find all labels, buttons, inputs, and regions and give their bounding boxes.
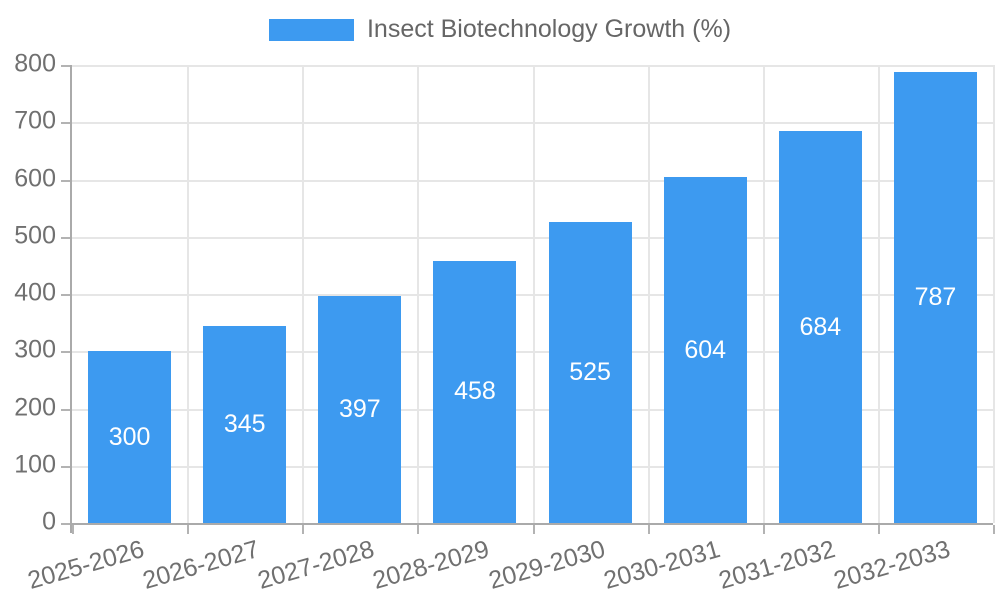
bar-value-label: 604 [684,335,727,364]
bar-value-label: 397 [338,394,381,423]
x-tick-label: 2029-2030 [485,535,608,595]
x-axis-tick [302,525,305,534]
y-axis-tick [61,465,70,468]
bar-2026-2027[interactable]: 345 [203,325,287,523]
y-axis-tick [61,351,70,354]
bar-value-label: 787 [914,283,957,312]
gridline-vertical [647,65,650,523]
legend[interactable]: Insect Biotechnology Growth (%) [0,15,1000,44]
x-axis-tick [762,525,765,534]
bar-value-label: 345 [223,409,266,438]
plot-area: 0 100 200 300 400 500 600 700 800 300 2025-2026 345… [14,49,995,595]
y-axis-line [70,65,72,533]
x-axis-tick [532,525,535,534]
x-tick-label: 2031-2032 [715,535,839,595]
bar-value-label: 458 [454,377,496,406]
y-tick-label: 400 [14,278,56,307]
bar-value-label: 300 [108,422,151,451]
x-axis-tick [417,525,420,534]
y-axis-tick [61,122,70,125]
y-tick-label: 300 [14,335,56,364]
x-tick-label: 2030-2031 [600,535,723,595]
x-tick-label: 2026-2027 [139,535,263,595]
x-axis-tick [187,525,190,534]
y-tick-label: 700 [14,106,56,135]
y-tick-label: 100 [14,450,56,479]
gridline-vertical [877,65,880,523]
x-tick-label: 2025-2026 [24,535,148,595]
x-tick-label: 2027-2028 [254,535,378,595]
y-tick-label: 0 [42,507,56,536]
y-tick-label: 500 [14,221,56,250]
gridline-vertical [532,65,535,523]
y-tick-label: 200 [14,392,56,421]
y-axis-tick [61,236,70,239]
x-axis-tick [647,525,650,534]
gridline-vertical [302,65,305,523]
bar-2031-2032[interactable]: 684 [778,131,862,523]
bar-2027-2028[interactable]: 397 [318,295,402,523]
bar-2032-2033[interactable]: 787 [893,72,977,523]
bar-value-label: 684 [799,312,842,341]
bar-value-label: 525 [569,358,611,387]
legend-swatch [268,18,354,41]
gridline-vertical [417,65,420,523]
y-axis-tick [61,65,70,67]
y-tick-label: 800 [14,49,56,78]
x-axis-tick [993,525,995,534]
x-tick-label: 2028-2029 [370,535,493,595]
y-axis-tick [61,179,70,182]
legend-label: Insect Biotechnology Growth (%) [366,15,732,43]
x-axis-line [70,523,993,525]
x-axis-tick [72,525,74,534]
y-tick-label: 600 [14,163,56,192]
x-axis-tick [877,525,880,534]
gridline-vertical [187,65,190,523]
x-tick-label: 2032-2033 [830,535,954,595]
gridline-vertical [993,65,995,523]
bar-2028-2029[interactable]: 458 [433,260,517,523]
y-axis-tick [61,294,70,296]
bar-2030-2031[interactable]: 604 [663,177,747,523]
y-axis-tick [61,408,70,411]
y-axis-tick [61,523,70,525]
gridline-vertical [762,65,765,523]
bar-2029-2030[interactable]: 525 [548,222,632,523]
bar-2025-2026[interactable]: 300 [88,351,172,523]
